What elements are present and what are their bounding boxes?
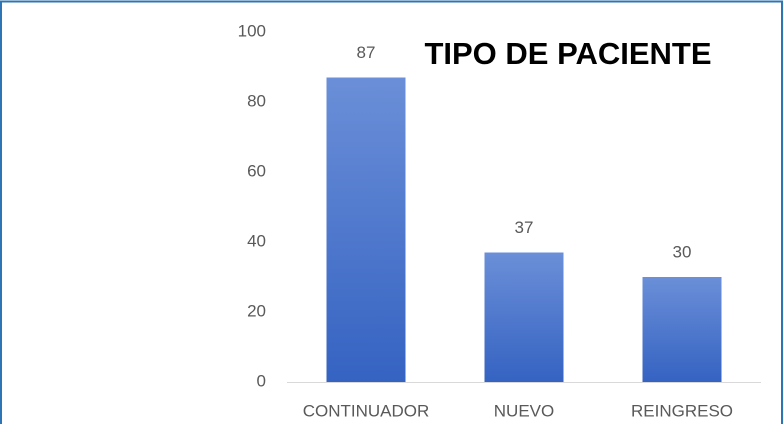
x-tick-label: REINGRESO [631,401,733,420]
data-label: 30 [673,242,692,261]
y-tick-label: 20 [247,301,266,320]
y-tick-label: 60 [247,161,266,180]
bar [484,252,564,382]
y-tick-label: 0 [257,371,266,390]
data-label: 37 [515,218,534,237]
bar [642,277,722,382]
chart-title: TIPO DE PACIENTE [424,36,711,71]
data-label: 87 [357,43,376,62]
x-tick-label: NUEVO [494,401,554,420]
y-tick-label: 80 [247,91,266,110]
bar [326,77,406,382]
y-tick-label: 40 [247,231,266,250]
y-tick-label: 100 [238,21,266,40]
x-tick-label: CONTINUADOR [303,401,430,420]
